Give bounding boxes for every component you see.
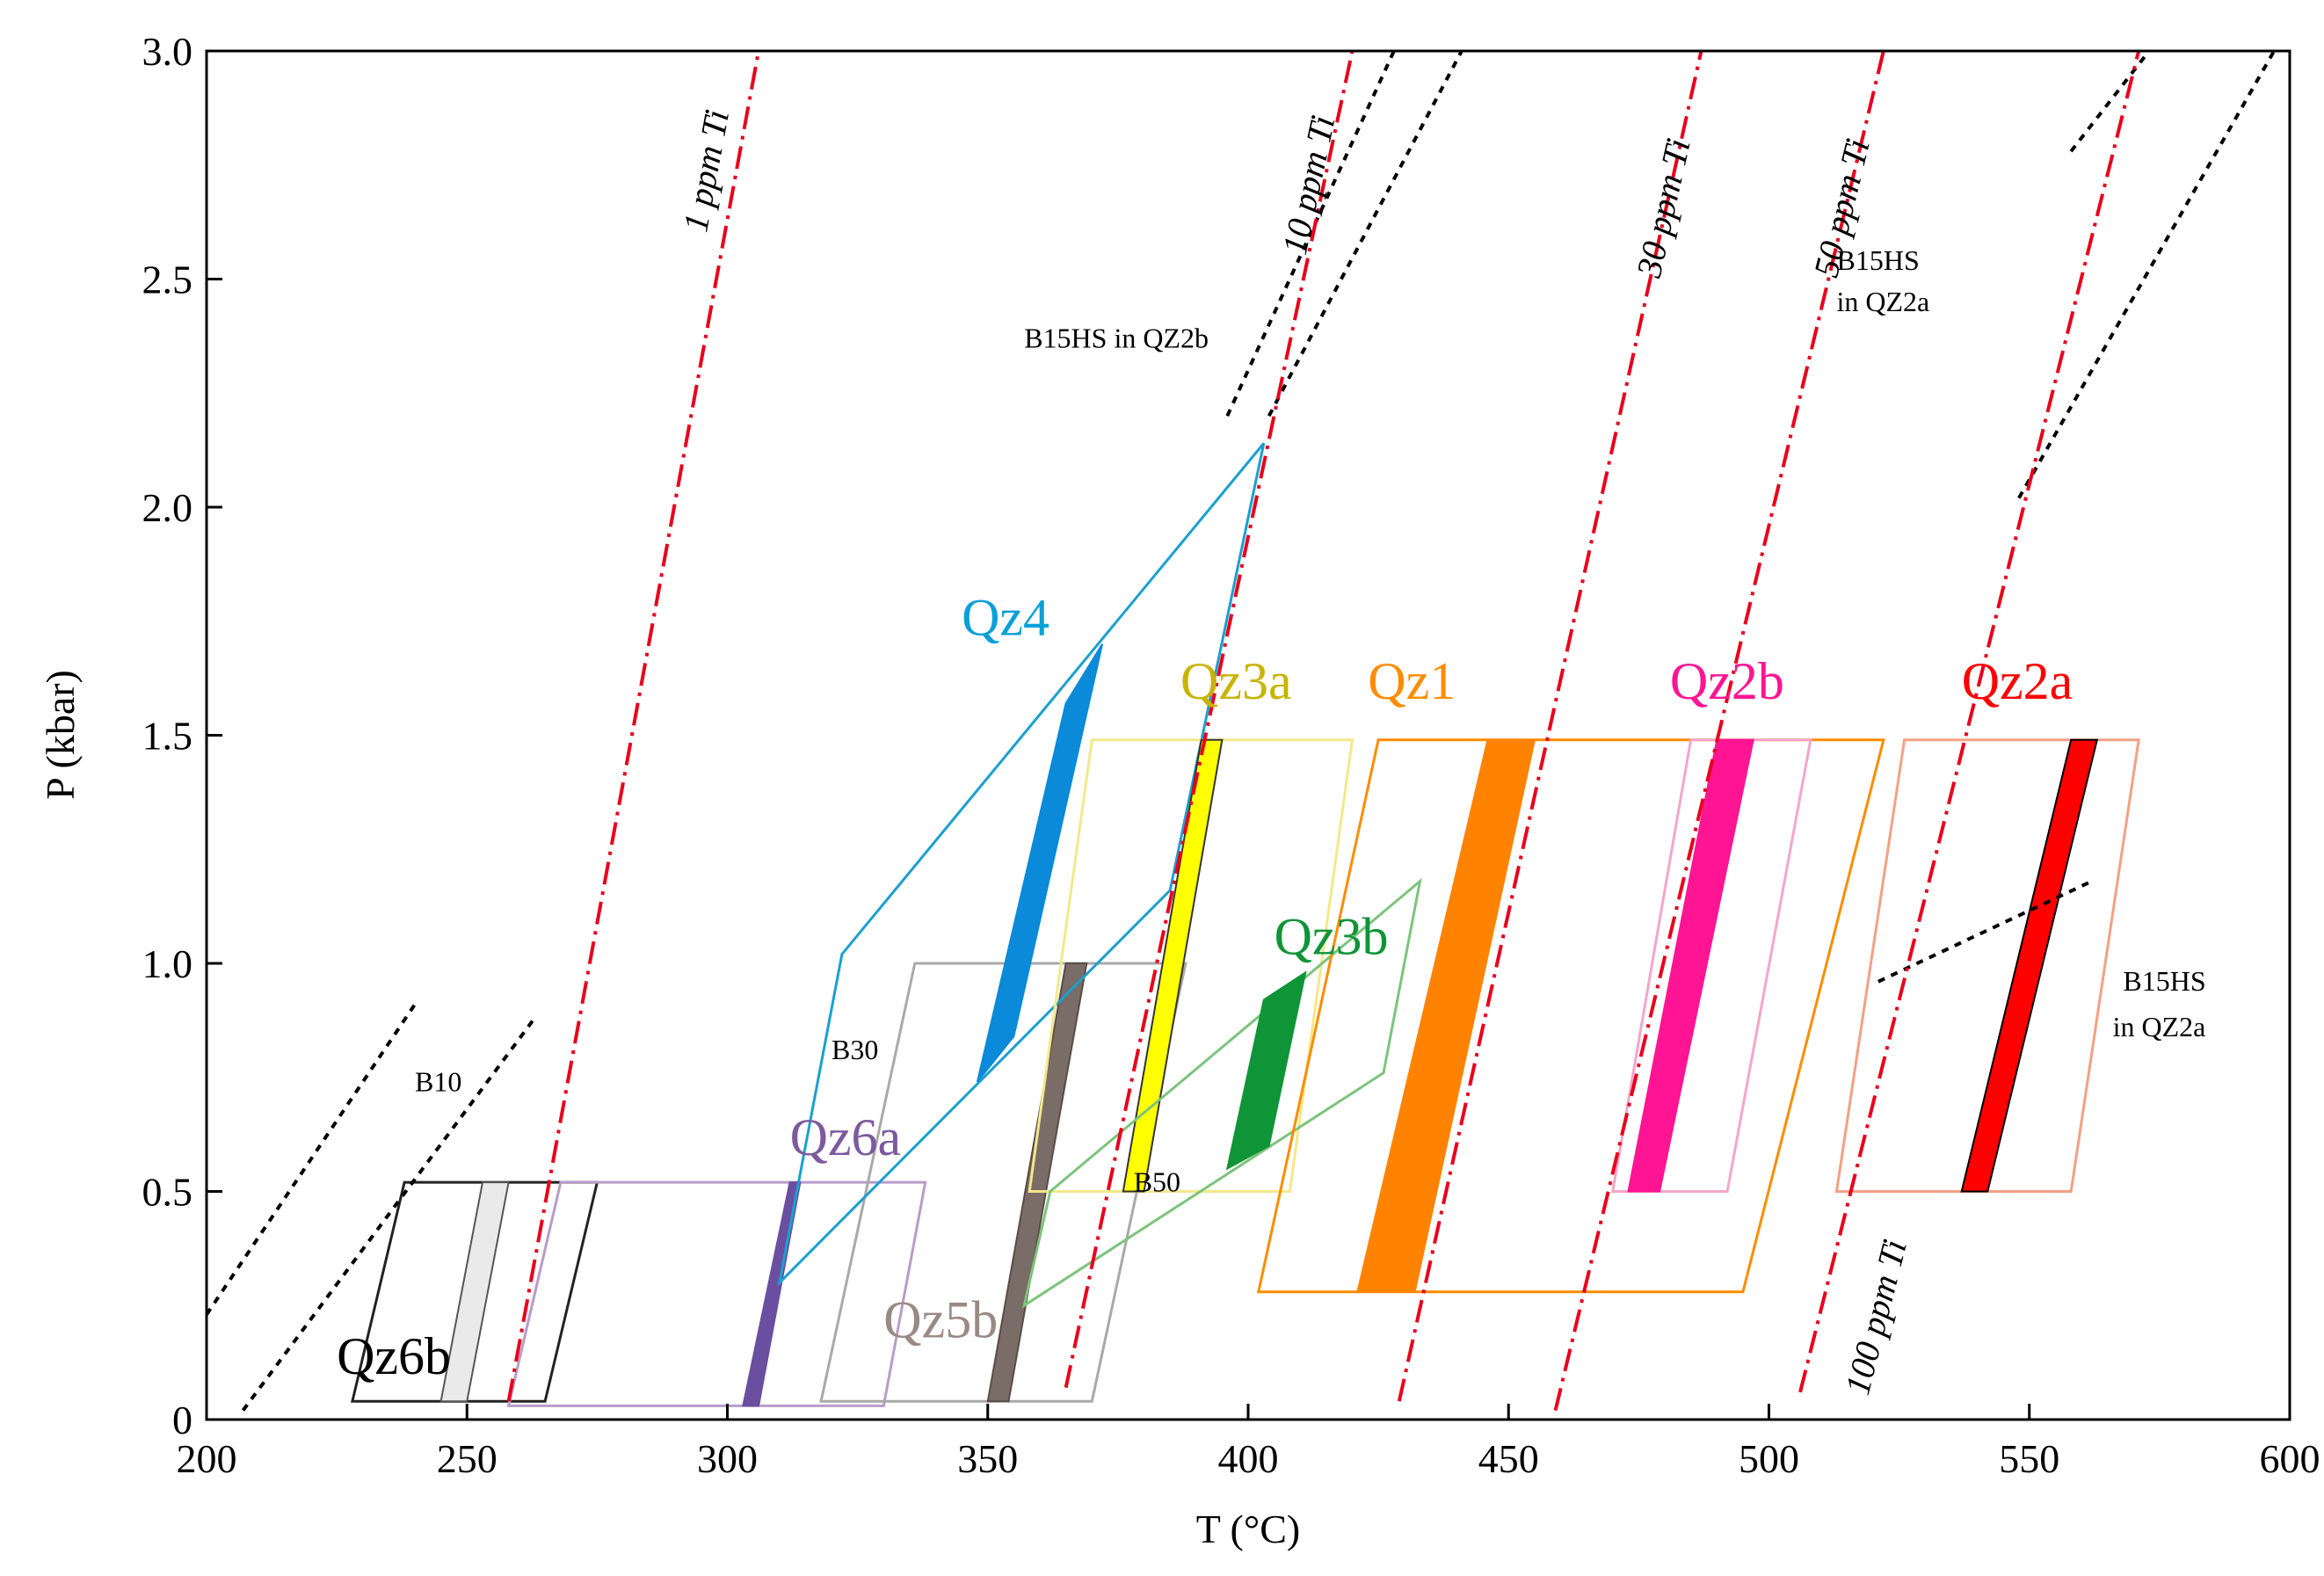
isochore-3 xyxy=(1267,51,1463,418)
field-outline-qz4 xyxy=(777,442,1266,1287)
ti-isopleth-3 xyxy=(1553,51,1885,1412)
field-label-qz6a: Qz6a xyxy=(790,1108,902,1166)
annotation-0: B10 xyxy=(415,1065,461,1097)
field-band-qz2a xyxy=(1960,738,2099,1193)
y-tick-label-2.0: 2.0 xyxy=(142,485,193,530)
x-tick-label-300: 300 xyxy=(697,1436,758,1481)
isochore-5 xyxy=(2017,51,2277,499)
annotation-1: B30 xyxy=(832,1034,878,1065)
field-outline-qz3b xyxy=(1021,877,1422,1309)
annotation-6: B15HS xyxy=(2123,965,2205,997)
x-tick-label-400: 400 xyxy=(1218,1436,1279,1481)
field-label-qz5b: Qz5b xyxy=(883,1291,998,1349)
annotation-2: B50 xyxy=(1134,1166,1180,1198)
ti-isopleth-4 xyxy=(1798,51,2141,1393)
isochore-4 xyxy=(2069,51,2151,153)
ti-isopleth-2 xyxy=(1397,51,1703,1402)
x-tick-label-600: 600 xyxy=(2260,1436,2320,1481)
field-label-qz4: Qz4 xyxy=(962,588,1049,646)
field-outline-qz1 xyxy=(1256,738,1885,1294)
ti-isopleth-1 xyxy=(1064,51,1354,1389)
field-band-qz2b xyxy=(1627,738,1754,1193)
field-label-qz6b: Qz6b xyxy=(337,1327,451,1385)
x-tick-label-350: 350 xyxy=(957,1436,1018,1481)
field-outline-qz2a xyxy=(1834,738,2140,1193)
ti-isopleth-label-4: 100 ppm Ti xyxy=(1837,1236,1914,1399)
annotation-7: in QZ2a xyxy=(2113,1011,2206,1042)
x-tick-label-250: 250 xyxy=(437,1436,497,1481)
y-tick-label-0: 0 xyxy=(172,1398,192,1442)
y-tick-label-1.5: 1.5 xyxy=(142,714,193,759)
field-outline-qz3a xyxy=(1028,738,1354,1193)
y-axis-title: P (kbar) xyxy=(38,670,83,800)
x-tick-label-550: 550 xyxy=(1999,1436,2059,1481)
y-tick-label-3.0: 3.0 xyxy=(142,29,193,74)
annotation-3: B15HS in QZ2b xyxy=(1024,322,1209,353)
field-band-qz3a xyxy=(1122,738,1224,1193)
x-tick-label-450: 450 xyxy=(1478,1436,1539,1481)
y-tick-label-0.5: 0.5 xyxy=(142,1170,193,1215)
field-band-qz3b xyxy=(1225,970,1307,1171)
annotation-5: in QZ2a xyxy=(1837,286,1930,317)
field-label-qz3a: Qz3a xyxy=(1180,652,1292,710)
ti-isopleth-label-2: 30 ppm Ti xyxy=(1629,134,1698,281)
isochore-2 xyxy=(1225,51,1396,418)
isochore-6 xyxy=(1877,879,2093,984)
y-tick-label-2.5: 2.5 xyxy=(142,258,193,302)
ti-isopleth-0 xyxy=(506,51,761,1402)
isochore-1 xyxy=(241,1017,536,1412)
annotation-4: B15HS xyxy=(1837,244,1920,276)
field-band-qz1 xyxy=(1356,738,1536,1293)
field-outline-qz2b xyxy=(1611,738,1812,1193)
field-label-qz2a: Qz2a xyxy=(1962,652,2073,710)
field-band-qz4 xyxy=(976,643,1104,1083)
x-tick-label-500: 500 xyxy=(1739,1436,1799,1481)
field-band-qz6b xyxy=(439,1181,510,1403)
field-label-qz3b: Qz3b xyxy=(1275,908,1389,966)
x-axis-title: T (°C) xyxy=(1196,1507,1300,1551)
isochore-0 xyxy=(207,1003,417,1316)
plot-frame xyxy=(205,49,2291,1421)
field-label-qz1: Qz1 xyxy=(1368,652,1456,710)
x-tick-label-200: 200 xyxy=(177,1436,237,1481)
y-tick-label-1.0: 1.0 xyxy=(142,941,193,986)
field-band-qz6a xyxy=(742,1181,802,1407)
field-label-qz2b: Qz2b xyxy=(1670,652,1784,710)
